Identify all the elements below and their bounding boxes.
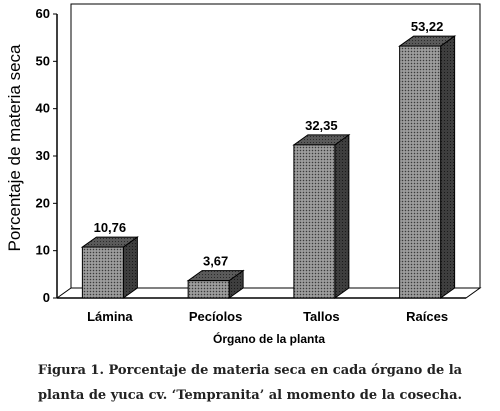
bar	[292, 133, 351, 299]
bar-side	[440, 35, 456, 299]
y-tick-label: 10	[36, 243, 50, 258]
y-tick-label: 0	[43, 290, 50, 305]
x-category-label: Pecíolos	[189, 309, 242, 324]
bar-side	[334, 133, 350, 299]
data-label: 3,67	[203, 254, 228, 269]
figure-caption-line-2: planta de yuca cv. ‘Tempranita’ al momen…	[37, 388, 463, 403]
x-category-label: Tallos	[303, 309, 340, 324]
bar-chart: 0 10 20 30 40 50 60 10,76 Lámina 3,67 Pecíolos 32,…	[5, 3, 482, 346]
bar-side	[122, 236, 138, 299]
data-label: 10,76	[94, 220, 127, 235]
bar-front	[293, 144, 336, 299]
bar	[398, 35, 457, 299]
bar	[186, 269, 245, 299]
x-axis-title: Órgano de la planta	[213, 331, 325, 346]
x-category-label: Lámina	[87, 309, 133, 324]
y-tick-label: 60	[36, 6, 50, 21]
y-tick-label: 50	[36, 53, 50, 68]
bar-front	[81, 246, 124, 299]
bar	[80, 236, 139, 299]
y-axis-ticks: 0 10 20 30 40 50 60	[36, 6, 57, 305]
y-tick-label: 40	[36, 101, 50, 116]
figure-caption-line-1: Figura 1. Porcentaje de materia seca en …	[37, 363, 463, 378]
data-label: 32,35	[305, 118, 338, 133]
y-axis-title: Porcentaje de materia seca	[5, 44, 24, 251]
labels: 10,76 Lámina 3,67 Pecíolos 32,35 Tallos 53,22 R…	[87, 19, 448, 324]
bar-front	[187, 280, 230, 299]
y-tick-label: 20	[36, 195, 50, 210]
x-category-label: Raíces	[406, 309, 448, 324]
data-label: 53,22	[411, 19, 444, 34]
bar-front	[399, 45, 442, 299]
bars	[80, 35, 457, 299]
y-tick-label: 30	[36, 148, 50, 163]
